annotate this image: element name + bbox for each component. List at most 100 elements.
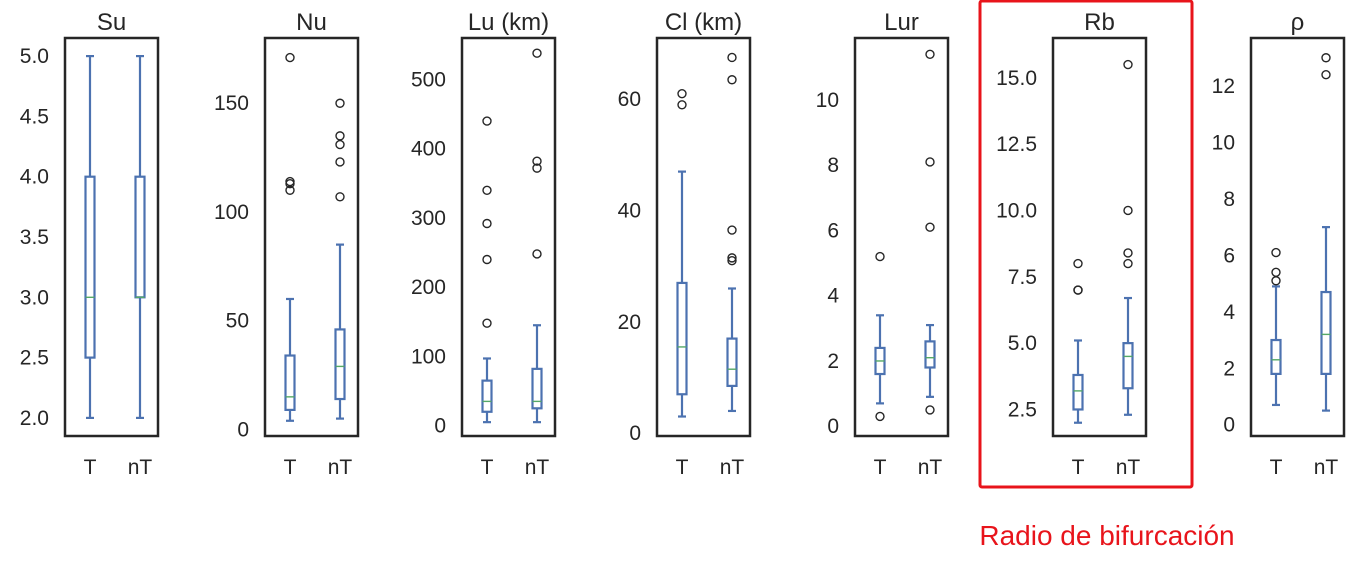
y-tick-label: 8 xyxy=(827,154,839,177)
y-tick-label: 10 xyxy=(1212,131,1235,154)
outlier-point xyxy=(285,52,295,63)
panel-title: Nu xyxy=(296,9,327,36)
outlier-point xyxy=(482,318,492,328)
iqr-box xyxy=(1122,342,1134,390)
outlier-point xyxy=(925,222,935,232)
highlight-box xyxy=(978,0,1194,489)
outlier-point xyxy=(1073,285,1083,295)
panel-0: Su 2.0 2.5 3.0 3.5 4.0 4.5 5.0 T nT xyxy=(20,9,160,479)
outlier-point xyxy=(727,255,737,266)
y-tick-label: 3.0 xyxy=(20,286,49,309)
y-tick-label: 2 xyxy=(827,350,839,373)
y-tick-label: 0 xyxy=(434,415,446,438)
y-tick-label: 10 xyxy=(816,89,839,112)
outlier-point xyxy=(285,176,295,187)
y-tick-label: 2.5 xyxy=(20,347,49,370)
panel-3: Cl (km) 0 20 40 60 T nT xyxy=(618,9,752,479)
x-tick-label: T xyxy=(1072,456,1085,479)
y-tick-label: 4 xyxy=(827,285,839,308)
panel-title: Cl (km) xyxy=(665,9,742,36)
y-tick-label: 0 xyxy=(629,422,641,445)
x-tick-label: nT xyxy=(720,456,745,479)
x-tick-label: T xyxy=(1270,456,1283,479)
outlier-point xyxy=(727,75,737,85)
box-T xyxy=(1072,258,1084,424)
box-nT xyxy=(334,98,346,420)
panel-frame xyxy=(263,36,360,438)
y-tick-label: 0 xyxy=(1223,414,1235,437)
y-tick-label: 0 xyxy=(237,418,249,441)
outlier-point xyxy=(677,88,687,99)
outlier-point xyxy=(727,225,737,235)
y-tick-label: 2.0 xyxy=(20,407,49,430)
outlier-point xyxy=(925,49,935,60)
outlier-point xyxy=(727,52,737,63)
box-T xyxy=(84,54,96,420)
outlier-point xyxy=(925,405,935,415)
panel-4: Lur 0 2 4 6 8 10 T nT xyxy=(816,9,950,479)
outlier-point xyxy=(532,48,542,58)
iqr-box xyxy=(1320,290,1332,376)
x-tick-label: nT xyxy=(1116,456,1141,479)
y-tick-label: 4.0 xyxy=(20,166,49,189)
panel-frame xyxy=(1249,36,1346,438)
outlier-point xyxy=(875,251,885,262)
y-tick-label: 200 xyxy=(411,276,446,299)
y-tick-label: 100 xyxy=(411,345,446,368)
x-tick-label: T xyxy=(874,456,887,479)
iqr-box xyxy=(531,367,543,410)
y-tick-label: 15.0 xyxy=(996,67,1037,90)
x-tick-label: T xyxy=(284,456,297,479)
outlier-point xyxy=(1271,276,1281,286)
box-nT xyxy=(531,48,543,424)
outlier-point xyxy=(1123,248,1133,258)
x-tick-label: T xyxy=(84,456,97,479)
outlier-point xyxy=(482,254,492,265)
outlier-point xyxy=(875,411,885,422)
y-tick-label: 5.0 xyxy=(20,45,49,68)
outlier-point xyxy=(482,116,492,126)
iqr-box xyxy=(676,281,688,396)
box-T xyxy=(676,88,688,418)
outlier-point xyxy=(482,185,492,195)
iqr-box xyxy=(481,379,493,413)
box-T xyxy=(1270,247,1282,407)
y-tick-label: 100 xyxy=(214,201,249,224)
iqr-box xyxy=(1270,338,1282,376)
outlier-point xyxy=(335,139,345,150)
x-tick-label: nT xyxy=(918,456,943,479)
annotation-label: Radio de bifurcación xyxy=(979,520,1234,551)
panel-1: Nu 0 50 100 150 T nT xyxy=(214,9,360,479)
iqr-box xyxy=(1072,373,1084,411)
outlier-point xyxy=(482,218,492,229)
box-nT xyxy=(1122,59,1134,416)
iqr-box xyxy=(334,328,346,401)
box-T xyxy=(874,251,886,422)
iqr-box xyxy=(134,175,146,299)
box-T xyxy=(284,52,296,422)
box-nT xyxy=(134,54,146,420)
iqr-box xyxy=(284,354,296,412)
iqr-box xyxy=(726,337,738,388)
y-tick-label: 40 xyxy=(618,200,641,223)
panel-title: ρ xyxy=(1291,9,1305,36)
panel-5: Rb 2.5 5.0 7.5 10.0 12.5 15.0 T nT xyxy=(996,9,1148,479)
y-tick-label: 60 xyxy=(618,88,641,111)
outlier-point xyxy=(1321,53,1331,63)
y-tick-label: 10.0 xyxy=(996,199,1037,222)
y-tick-label: 8 xyxy=(1223,188,1235,211)
panel-frame xyxy=(1051,36,1148,438)
y-tick-label: 50 xyxy=(226,310,249,333)
outlier-point xyxy=(677,100,687,110)
panel-title: Rb xyxy=(1084,9,1115,36)
panel-title: Lu (km) xyxy=(468,9,549,36)
outlier-point xyxy=(1123,258,1133,269)
x-tick-label: nT xyxy=(525,456,550,479)
outlier-point xyxy=(335,192,345,202)
y-tick-label: 12 xyxy=(1212,75,1235,98)
panel-frame xyxy=(460,36,557,438)
iqr-box xyxy=(924,340,936,369)
x-tick-label: nT xyxy=(1314,456,1339,479)
y-tick-label: 4 xyxy=(1223,301,1235,324)
